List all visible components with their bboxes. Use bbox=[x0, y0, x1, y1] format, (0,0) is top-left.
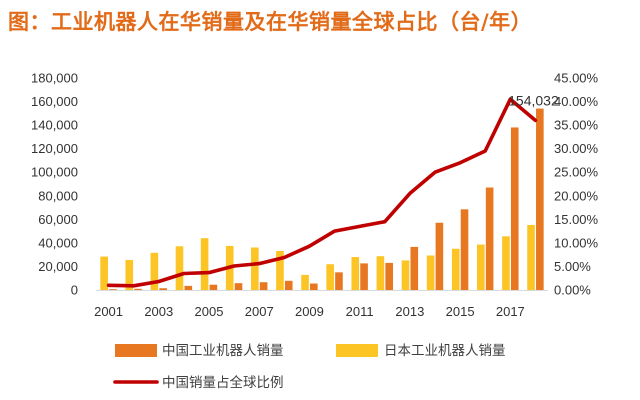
legend-label-japan: 日本工业机器人销量 bbox=[384, 343, 506, 359]
bar-japan-2017 bbox=[502, 236, 510, 290]
peak-value-label: 154,032 bbox=[508, 93, 559, 109]
y-right-tick-label: 20.00% bbox=[554, 188, 599, 203]
bar-china-2005 bbox=[209, 284, 218, 290]
bar-series bbox=[100, 108, 544, 290]
bar-china-2004 bbox=[184, 285, 193, 290]
bar-china-2010 bbox=[335, 272, 343, 290]
y-left-tick-label: 40,000 bbox=[38, 235, 78, 250]
bar-japan-2004 bbox=[175, 246, 184, 290]
line-china-share bbox=[106, 97, 538, 288]
bar-japan-2002 bbox=[125, 259, 134, 290]
bar-japan-2012 bbox=[376, 256, 385, 290]
legend-label-china: 中国工业机器人销量 bbox=[162, 343, 284, 359]
bar-japan-2016 bbox=[477, 244, 485, 290]
bar-china-2018 bbox=[536, 108, 544, 290]
bar-japan-2018 bbox=[527, 224, 535, 290]
y-right-tick-label: 35.00% bbox=[554, 118, 599, 133]
y-right-tick-label: 10.00% bbox=[554, 235, 599, 250]
bar-china-2007 bbox=[259, 282, 268, 290]
x-tick-label: 2005 bbox=[195, 304, 224, 319]
y-left-tick-label: 60,000 bbox=[38, 212, 78, 227]
y-right-tick-label: 5.00% bbox=[554, 259, 591, 274]
x-tick-label: 2001 bbox=[94, 304, 123, 319]
bar-japan-2009 bbox=[301, 274, 309, 290]
bar-japan-2005 bbox=[200, 238, 209, 290]
chart-title: 图：工业机器人在华销量及在华销量全球占比（台/年） bbox=[8, 10, 533, 34]
bar-japan-2013 bbox=[401, 260, 410, 290]
y-left-tick-label: 120,000 bbox=[31, 141, 78, 156]
bar-japan-2001 bbox=[100, 256, 108, 290]
y-right-tick-label: 45.00% bbox=[554, 71, 599, 86]
y-left-tick-label: 80,000 bbox=[38, 188, 78, 203]
bar-japan-2007 bbox=[251, 247, 259, 290]
bar-china-2012 bbox=[385, 262, 393, 290]
bar-japan-2014 bbox=[426, 255, 435, 290]
y-left-tick-label: 0 bbox=[71, 283, 78, 298]
bar-china-2008 bbox=[284, 280, 293, 290]
bar-china-2002 bbox=[134, 288, 142, 290]
bar-japan-2003 bbox=[150, 252, 159, 290]
tick-labels: 0 20,000 40,000 60,000 80,000 100,000 120,000 1… bbox=[31, 71, 599, 320]
bar-china-2016 bbox=[485, 187, 494, 290]
bar-china-2001 bbox=[109, 289, 117, 290]
x-tick-label: 2015 bbox=[446, 304, 475, 319]
bar-japan-2011 bbox=[351, 257, 360, 290]
annotations: 154,032 bbox=[508, 93, 559, 109]
y-right-tick-label: 30.00% bbox=[554, 141, 599, 156]
y-right-tick-label: 15.00% bbox=[554, 212, 599, 227]
bar-china-2003 bbox=[159, 288, 167, 290]
bar-china-2009 bbox=[310, 283, 318, 290]
legend-swatch-china bbox=[115, 344, 157, 357]
y-left-tick-label: 20,000 bbox=[38, 259, 78, 274]
x-tick-label: 2011 bbox=[346, 304, 374, 319]
bar-china-2014 bbox=[435, 222, 444, 290]
bar-china-2017 bbox=[510, 127, 519, 290]
y-right-tick-label: 40.00% bbox=[554, 94, 599, 109]
bar-japan-2010 bbox=[326, 264, 334, 290]
x-tick-label: 2003 bbox=[144, 304, 173, 319]
x-tick-label: 2013 bbox=[395, 304, 424, 319]
bar-china-2015 bbox=[460, 209, 469, 290]
y-right-tick-label: 0.00% bbox=[554, 283, 591, 298]
y-left-tick-label: 140,000 bbox=[31, 118, 78, 133]
legend-label-share: 中国销量占全球比例 bbox=[162, 374, 284, 391]
legend-swatch-japan bbox=[336, 344, 378, 357]
x-tick-label: 2017 bbox=[496, 304, 525, 319]
bar-japan-2015 bbox=[451, 248, 460, 290]
x-tick-label: 2007 bbox=[245, 304, 274, 319]
y-right-tick-label: 25.00% bbox=[554, 165, 599, 180]
bar-china-2013 bbox=[410, 246, 419, 290]
bar-china-2006 bbox=[234, 283, 243, 290]
y-left-tick-label: 100,000 bbox=[31, 165, 78, 180]
line-series bbox=[106, 97, 538, 288]
bar-japan-2008 bbox=[276, 251, 284, 290]
bar-china-2011 bbox=[360, 263, 368, 290]
y-left-tick-label: 180,000 bbox=[31, 71, 78, 86]
y-left-tick-label: 160,000 bbox=[31, 94, 78, 109]
x-tick-label: 2009 bbox=[295, 304, 324, 319]
